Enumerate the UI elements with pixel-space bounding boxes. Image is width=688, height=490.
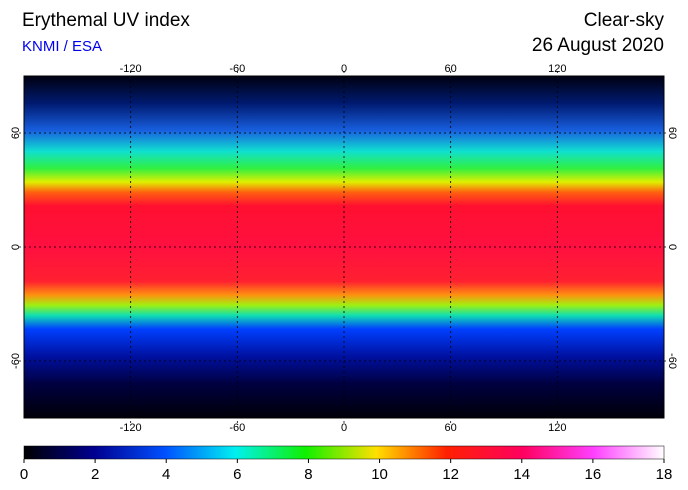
lat-label-right: 60: [666, 127, 678, 139]
lat-label-right: 0: [666, 244, 678, 250]
overlay: -120 -120 -60 -60 0 0 60 60 120 120 60 60 0 0 -60 -60 0 2…: [10, 63, 678, 483]
lon-label-top: -120: [120, 63, 142, 75]
lat-label-left: 0: [10, 244, 22, 250]
source: KNMI / ESA: [22, 38, 102, 55]
lon-label-top: -60: [229, 63, 245, 75]
colorbar-label: 16: [585, 466, 602, 483]
colorbar-label: 10: [371, 466, 388, 483]
colorbar-label: 0: [20, 466, 28, 483]
colorbar: [23, 445, 665, 460]
colorbar-label: 4: [162, 466, 170, 483]
colorbar-label: 14: [513, 466, 530, 483]
lon-label-bottom: -60: [229, 422, 245, 434]
lat-label-right: -60: [666, 353, 678, 369]
lon-label-bottom: 120: [548, 422, 566, 434]
lon-label-top: 60: [445, 63, 457, 75]
lon-label-bottom: 0: [341, 422, 347, 434]
lon-label-top: 0: [341, 63, 347, 75]
lat-label-left: -60: [10, 353, 22, 369]
colorbar-label: 2: [91, 466, 99, 483]
colorbar-label: 18: [656, 466, 673, 483]
lat-label-left: 60: [10, 127, 22, 139]
mode: Clear-sky: [584, 10, 665, 31]
date: 26 August 2020: [532, 35, 664, 56]
title: Erythemal UV index: [22, 10, 190, 31]
lon-label-bottom: 60: [445, 422, 457, 434]
colorbar-label: 6: [233, 466, 241, 483]
map-frame: [23, 75, 665, 419]
colorbar-label: 8: [304, 466, 312, 483]
lon-label-bottom: -120: [120, 422, 142, 434]
lon-label-top: 120: [548, 63, 566, 75]
colorbar-label: 12: [442, 466, 459, 483]
